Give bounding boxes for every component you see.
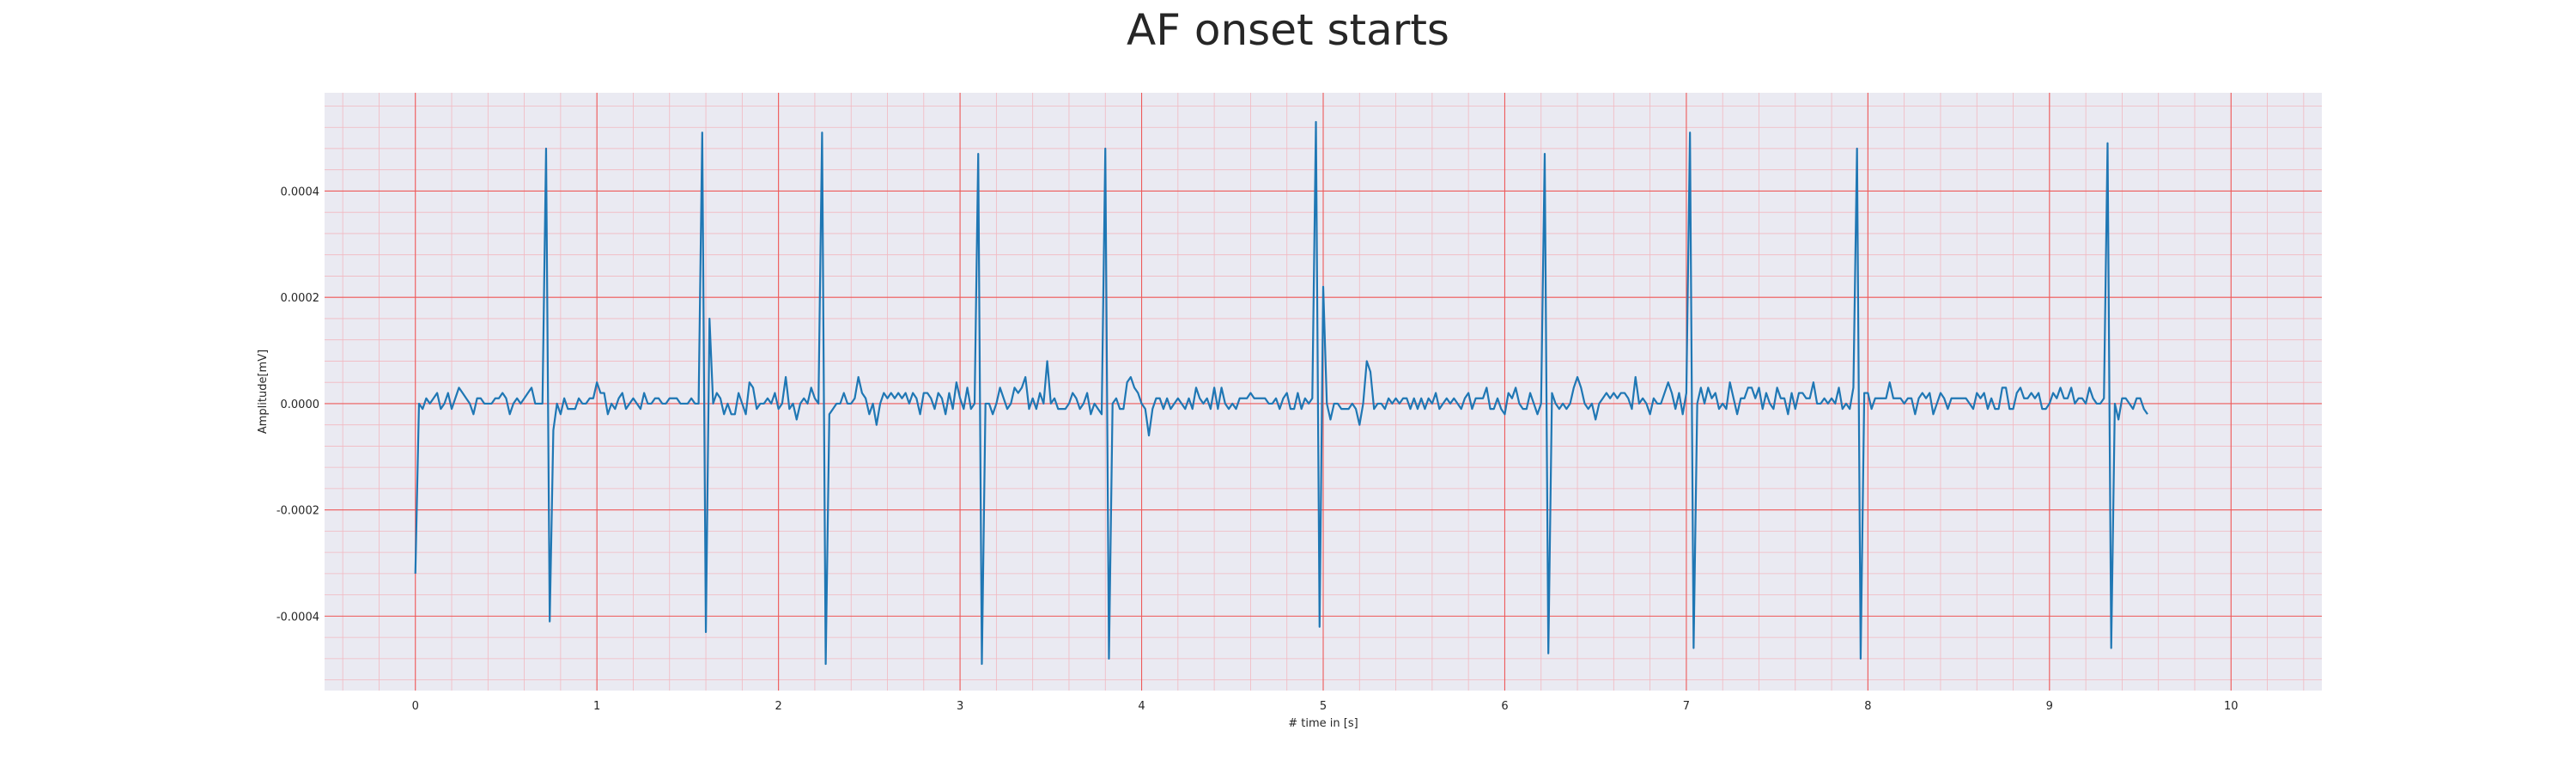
x-tick-label: 5 — [1320, 700, 1327, 713]
x-tick-label: 9 — [2046, 700, 2053, 713]
x-tick-label: 7 — [1683, 700, 1690, 713]
x-tick-labels: 0 1 2 3 4 5 6 7 8 9 10 — [412, 700, 2239, 713]
x-tick-label: 3 — [957, 700, 963, 713]
x-tick-label: 0 — [412, 700, 419, 713]
y-tick-label: 0.0000 — [281, 399, 320, 411]
x-tick-label: 1 — [593, 700, 600, 713]
y-tick-label: 0.0002 — [281, 292, 320, 305]
x-tick-label: 2 — [775, 700, 781, 713]
x-tick-label: 8 — [1864, 700, 1871, 713]
chart-title: AF onset starts — [1127, 5, 1449, 55]
ecg-series-line — [414, 120, 2148, 666]
x-axis-label: # time in [s] — [1288, 717, 1358, 730]
y-tick-label: -0.0004 — [276, 611, 319, 624]
y-tick-label: 0.0004 — [281, 186, 320, 198]
y-axis-label: Amplitude[mV] — [257, 350, 270, 434]
x-tick-label: 6 — [1501, 700, 1508, 713]
y-tick-labels: -0.0004 -0.0002 0.0000 0.0002 0.0004 — [276, 186, 319, 624]
x-tick-label: 10 — [2224, 700, 2239, 713]
y-tick-label: -0.0002 — [276, 505, 319, 518]
x-tick-label: 4 — [1138, 700, 1145, 713]
